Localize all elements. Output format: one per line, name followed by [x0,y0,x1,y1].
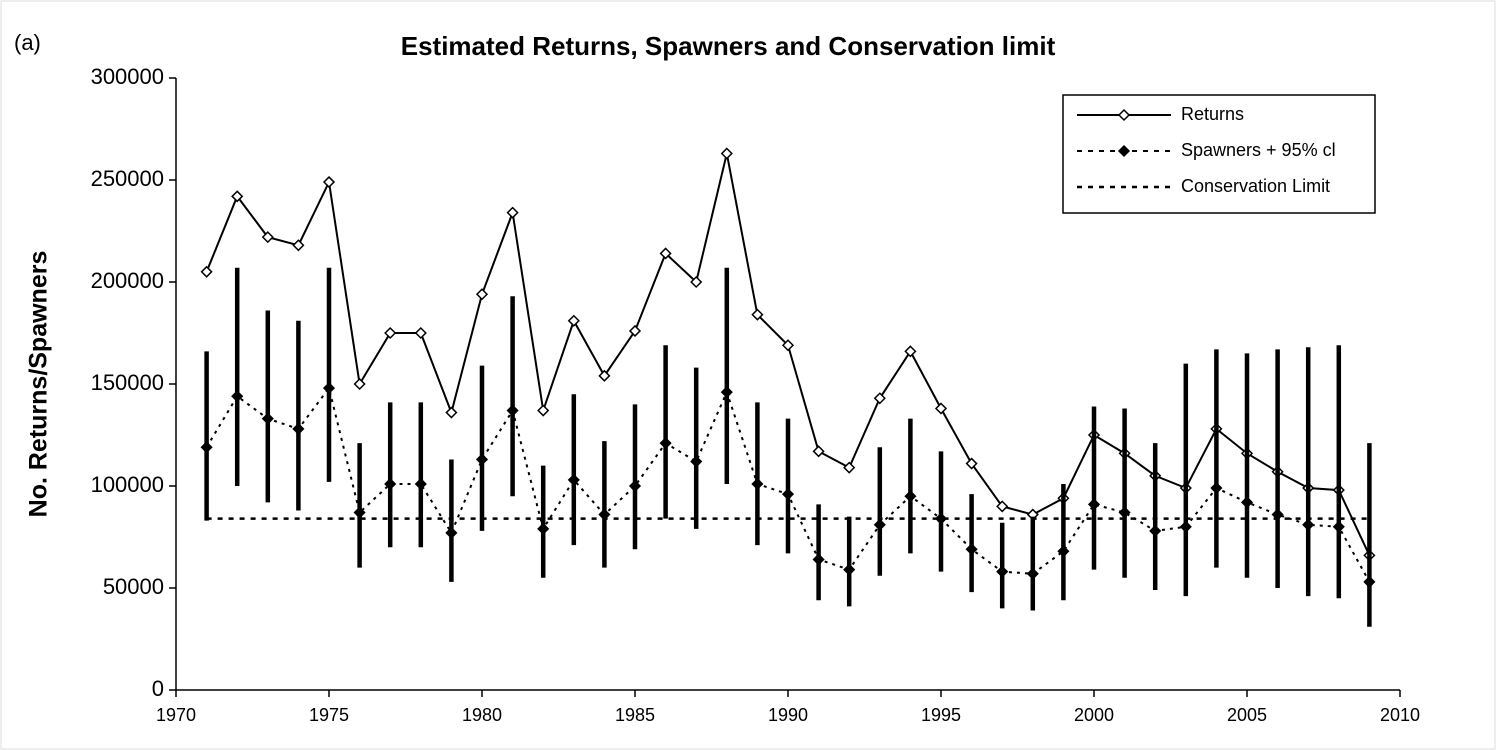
point [1332,520,1345,533]
point [475,453,489,466]
point [200,265,213,278]
point [720,147,733,160]
point [261,231,274,244]
point [475,288,489,301]
point [353,506,366,519]
point [1240,496,1254,509]
point [628,324,642,338]
point [506,404,519,417]
y-tick-label: 300000 [91,64,164,89]
point [996,500,1009,513]
x-tick-label: 1985 [615,705,655,725]
point [934,512,948,525]
point [1271,508,1284,521]
y-tick-label: 150000 [91,370,164,395]
point [322,382,336,395]
y-tick-label: 200000 [91,268,164,293]
point [384,477,397,491]
point [567,473,580,486]
point [598,508,611,521]
point [873,392,886,405]
point [445,526,458,539]
point [384,326,397,340]
legend-label: Returns [1181,104,1244,124]
point [812,445,825,458]
legend-marker [1117,108,1131,122]
point [659,437,672,450]
point [537,404,550,417]
point [720,386,733,399]
legend-label: Spawners + 95% cl [1181,140,1336,160]
point [261,412,274,425]
point [751,477,764,491]
point [781,339,795,352]
y-tick-label: 100000 [91,472,164,497]
point [1026,567,1039,580]
point [628,479,642,493]
point [292,422,305,435]
point [751,308,764,321]
x-tick-label: 2010 [1380,705,1420,725]
point [781,488,795,501]
point [414,326,427,340]
chart-title: Estimated Returns, Spawners and Conserva… [401,31,1056,61]
y-axis-label: No. Returns/Spawners [25,251,53,518]
point [414,477,427,491]
point [1149,524,1162,537]
point [353,377,366,391]
y-tick-label: 50000 [103,574,164,599]
x-tick-label: 1980 [462,705,502,725]
point [1057,545,1070,558]
point [1363,575,1376,588]
point [873,518,886,531]
y-tick-label: 0 [152,676,164,701]
point [843,563,856,576]
x-tick-label: 2000 [1074,705,1114,725]
legend: Returns Spawners + 95% cl Conservation Lim… [1062,94,1376,214]
point [904,490,917,503]
point [1210,481,1223,495]
point [1087,498,1101,511]
point [231,190,244,203]
legend-marker [1117,144,1131,158]
point [965,457,978,470]
point [537,522,550,535]
point [200,441,213,454]
point [1302,518,1315,531]
point [934,402,948,415]
x-tick-label: 2005 [1227,705,1267,725]
panel-label: (a) [14,30,41,55]
y-tick-label: 250000 [91,166,164,191]
point [965,543,978,556]
point [598,369,611,382]
point [812,553,825,566]
point [904,345,917,358]
point [231,390,244,403]
point [292,239,305,252]
legend-label: Conservation Limit [1181,176,1330,196]
point [1118,506,1131,519]
point [506,206,519,219]
x-tick-label: 1995 [921,705,961,725]
point [445,406,458,419]
point [567,314,580,327]
point [322,175,336,189]
point [659,247,672,260]
point [1179,520,1192,533]
point [690,275,703,289]
point [690,455,703,468]
point [843,461,856,474]
x-tick-label: 1975 [309,705,349,725]
point [996,565,1009,578]
x-tick-label: 1990 [768,705,808,725]
x-tick-label: 1970 [156,705,196,725]
